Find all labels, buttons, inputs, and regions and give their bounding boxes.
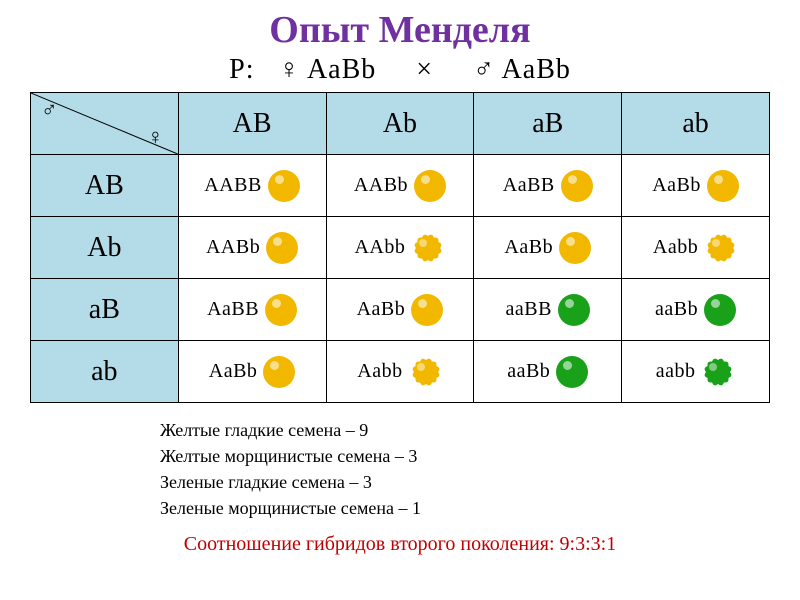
cross-times: × bbox=[416, 54, 433, 85]
seed-wrinkled-icon bbox=[701, 355, 735, 389]
punnett-cell: AaBb bbox=[622, 155, 770, 217]
female-genotype: AaBb bbox=[307, 54, 376, 85]
punnett-cell: aabb bbox=[622, 341, 770, 403]
genotype-label: AaBB bbox=[207, 298, 259, 321]
genotype-label: aaBb bbox=[655, 298, 698, 321]
punnett-cell: AaBb bbox=[326, 279, 474, 341]
punnett-cell: AABb bbox=[178, 217, 326, 279]
legend-line: Желтые гладкие семена – 9 bbox=[160, 417, 770, 443]
parental-cross: P: ♀ AaBb × ♂ AaBb bbox=[30, 54, 770, 86]
row-gamete: Ab bbox=[31, 217, 179, 279]
seed-smooth-icon bbox=[561, 170, 593, 202]
legend: Желтые гладкие семена – 9 Желтые морщини… bbox=[160, 417, 770, 521]
punnett-cell: aaBb bbox=[474, 341, 622, 403]
seed-wrinkled-icon bbox=[411, 231, 445, 265]
corner-female-icon: ♀ bbox=[147, 124, 164, 150]
male-genotype: AaBb bbox=[502, 54, 571, 85]
seed-smooth-icon bbox=[414, 170, 446, 202]
corner-cell: ♂ ♀ bbox=[31, 93, 179, 155]
legend-line: Зеленые морщинистые семена – 1 bbox=[160, 495, 770, 521]
genotype-label: AaBB bbox=[503, 174, 555, 197]
seed-wrinkled-icon bbox=[409, 355, 443, 389]
genotype-label: AABb bbox=[206, 236, 260, 259]
row-gamete: aB bbox=[31, 279, 179, 341]
punnett-cell: AaBB bbox=[474, 155, 622, 217]
punnett-cell: aaBb bbox=[622, 279, 770, 341]
genotype-label: AABb bbox=[354, 174, 408, 197]
genotype-label: aaBb bbox=[507, 360, 550, 383]
cross-prefix: P: bbox=[229, 54, 254, 85]
genotype-label: AAbb bbox=[354, 236, 405, 259]
punnett-cell: AAbb bbox=[326, 217, 474, 279]
punnett-cell: AaBb bbox=[474, 217, 622, 279]
genotype-label: AaBb bbox=[209, 360, 258, 383]
genotype-label: aabb bbox=[656, 360, 696, 383]
seed-smooth-icon bbox=[266, 232, 298, 264]
punnett-cell: AaBB bbox=[178, 279, 326, 341]
seed-smooth-icon bbox=[411, 294, 443, 326]
col-gamete: Ab bbox=[326, 93, 474, 155]
punnett-cell: Aabb bbox=[326, 341, 474, 403]
corner-male-icon: ♂ bbox=[41, 97, 58, 123]
legend-line: Желтые морщинистые семена – 3 bbox=[160, 443, 770, 469]
legend-line: Зеленые гладкие семена – 3 bbox=[160, 469, 770, 495]
seed-smooth-icon bbox=[707, 170, 739, 202]
seed-smooth-icon bbox=[704, 294, 736, 326]
row-gamete: ab bbox=[31, 341, 179, 403]
punnett-cell: Aabb bbox=[622, 217, 770, 279]
punnett-cell: AaBb bbox=[178, 341, 326, 403]
genotype-label: AaBb bbox=[504, 236, 553, 259]
seed-smooth-icon bbox=[558, 294, 590, 326]
genotype-label: AABB bbox=[204, 174, 262, 197]
genotype-label: AaBb bbox=[652, 174, 701, 197]
seed-smooth-icon bbox=[265, 294, 297, 326]
seed-smooth-icon bbox=[263, 356, 295, 388]
seed-smooth-icon bbox=[268, 170, 300, 202]
punnett-cell: AABb bbox=[326, 155, 474, 217]
punnett-cell: AABB bbox=[178, 155, 326, 217]
punnett-square: ♂ ♀ AB Ab aB ab AB AABB AABb AaBB AaBb Ab AABb… bbox=[30, 92, 770, 403]
ratio-text: Соотношение гибридов второго поколения: … bbox=[30, 533, 770, 556]
seed-smooth-icon bbox=[556, 356, 588, 388]
female-symbol: ♀ bbox=[278, 54, 300, 85]
row-gamete: AB bbox=[31, 155, 179, 217]
punnett-cell: aaBB bbox=[474, 279, 622, 341]
genotype-label: aaBB bbox=[506, 298, 552, 321]
genotype-label: AaBb bbox=[357, 298, 406, 321]
male-symbol: ♂ bbox=[473, 54, 495, 85]
col-gamete: aB bbox=[474, 93, 622, 155]
col-gamete: AB bbox=[178, 93, 326, 155]
genotype-label: Aabb bbox=[653, 236, 698, 259]
genotype-label: Aabb bbox=[357, 360, 402, 383]
seed-smooth-icon bbox=[559, 232, 591, 264]
page-title: Опыт Менделя bbox=[30, 8, 770, 52]
seed-wrinkled-icon bbox=[704, 231, 738, 265]
col-gamete: ab bbox=[622, 93, 770, 155]
